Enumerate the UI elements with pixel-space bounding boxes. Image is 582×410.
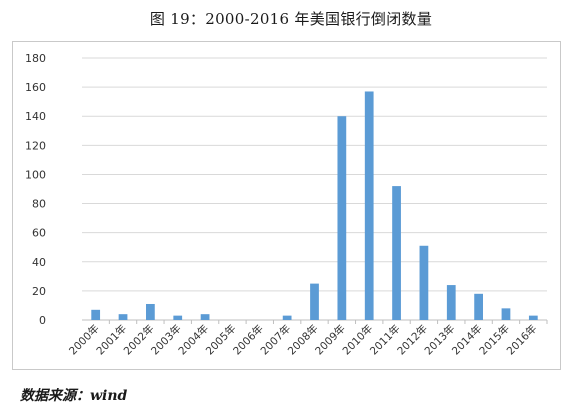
bar-2004年 <box>200 314 210 320</box>
bar-2015年 <box>501 308 511 320</box>
x-axis-ticks: 2000年2001年2002年2003年2004年2005年2006年2007年… <box>66 320 548 358</box>
y-tick-label: 20 <box>32 285 46 298</box>
bar-2011年 <box>392 186 401 320</box>
bar-2013年 <box>446 285 456 320</box>
bar-2007年 <box>282 315 292 320</box>
y-tick-label: 160 <box>25 81 46 94</box>
y-tick-label: 60 <box>32 227 46 240</box>
y-tick-label: 0 <box>39 314 46 327</box>
grid-lines <box>82 57 547 321</box>
bar-2003年 <box>173 315 183 320</box>
y-tick-label: 180 <box>25 52 46 65</box>
bar-2014年 <box>474 293 483 320</box>
chart-title: 图 19：2000-2016 年美国银行倒闭数量 <box>149 10 433 28</box>
bar-2002年 <box>146 303 155 320</box>
y-tick-label: 40 <box>32 256 46 269</box>
y-tick-label: 100 <box>25 168 46 181</box>
y-tick-label: 80 <box>32 198 46 211</box>
bar-2016年 <box>528 315 538 320</box>
y-tick-label: 140 <box>25 110 46 123</box>
bar-2010年 <box>364 91 374 320</box>
bar-2009年 <box>337 116 347 320</box>
bar-2012年 <box>419 245 429 320</box>
bar-2008年 <box>310 283 319 320</box>
y-axis-ticks: 0 20 40 60 80 100 120 140 160 180 <box>25 52 46 327</box>
x-tick-label: 2016年 <box>504 322 540 358</box>
bar-2001年 <box>118 314 128 320</box>
source-note: 数据来源：wind <box>20 388 128 404</box>
bars <box>91 91 538 320</box>
bar-2000年 <box>91 309 101 320</box>
y-tick-label: 120 <box>25 139 46 152</box>
chart-frame <box>12 41 561 370</box>
bar-chart: 0 20 40 60 80 100 120 140 160 180 2000年2001年2002年… <box>25 52 548 358</box>
